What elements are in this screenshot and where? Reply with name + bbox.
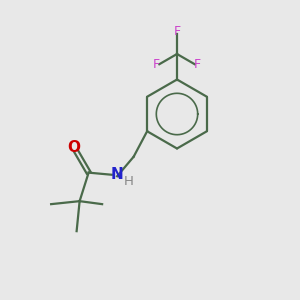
Text: O: O: [67, 140, 80, 155]
Text: F: F: [173, 25, 181, 38]
Text: F: F: [153, 58, 160, 71]
Text: F: F: [194, 58, 201, 71]
Text: N: N: [111, 167, 124, 182]
Text: H: H: [124, 175, 134, 188]
